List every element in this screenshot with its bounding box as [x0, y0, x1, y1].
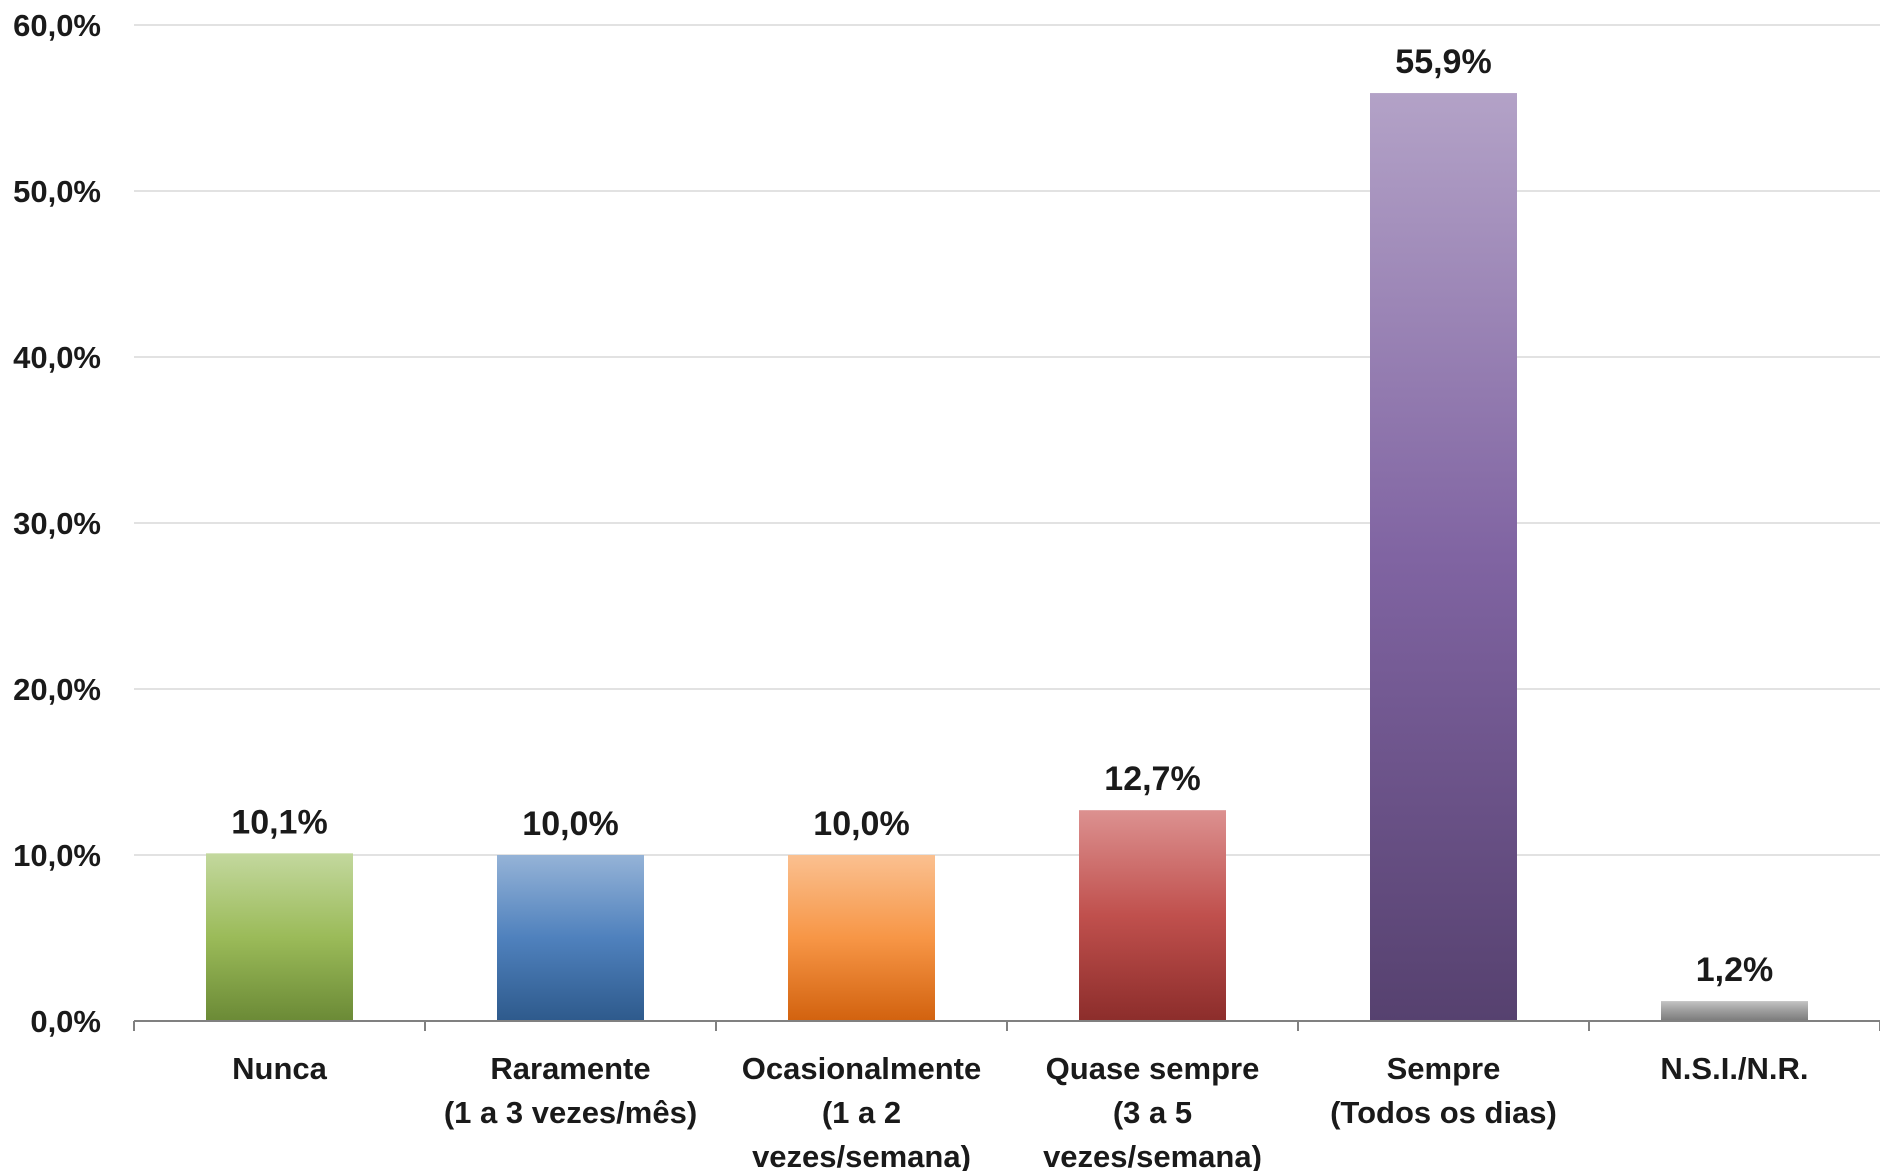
- y-tick-label: 10,0%: [13, 838, 101, 873]
- data-labels: 10,1% 10,0% 10,0% 12,7% 55,9% 1,2%: [231, 43, 1773, 989]
- bar: [206, 853, 353, 1021]
- x-axis: [133, 1020, 1880, 1031]
- data-label: 10,0%: [522, 805, 618, 843]
- y-axis-tick-labels: 0,0% 10,0% 20,0% 30,0% 40,0% 50,0% 60,0%: [13, 8, 101, 1039]
- bar: [1079, 810, 1226, 1021]
- category-label: Quase sempre (3 a 5 vezes/semana): [1043, 1051, 1262, 1171]
- category-label: N.S.I./N.R.: [1660, 1051, 1808, 1086]
- category-label: Nunca: [232, 1051, 328, 1086]
- y-tick-label: 40,0%: [13, 340, 101, 375]
- bar: [1661, 1001, 1808, 1021]
- y-tick-label: 60,0%: [13, 8, 101, 43]
- bar: [497, 855, 644, 1021]
- bar: [788, 855, 935, 1021]
- data-label: 10,1%: [231, 803, 327, 841]
- category-labels: Nunca Raramente (1 a 3 vezes/mês) Ocasional…: [232, 1051, 1808, 1171]
- bars: [206, 93, 1808, 1021]
- y-tick-label: 20,0%: [13, 672, 101, 707]
- y-tick-label: 30,0%: [13, 506, 101, 541]
- category-label: Ocasionalmente (1 a 2 vezes/semana): [742, 1051, 981, 1171]
- y-tick-label: 0,0%: [30, 1004, 101, 1039]
- bar: [1370, 93, 1517, 1021]
- data-label: 55,9%: [1395, 43, 1491, 81]
- data-label: 10,0%: [813, 805, 909, 843]
- data-label: 1,2%: [1696, 951, 1774, 989]
- y-tick-label: 50,0%: [13, 174, 101, 209]
- category-label: Sempre (Todos os dias): [1330, 1051, 1557, 1130]
- gridlines: [134, 24, 1880, 856]
- category-label: Raramente (1 a 3 vezes/mês): [444, 1051, 697, 1130]
- data-label: 12,7%: [1104, 760, 1200, 798]
